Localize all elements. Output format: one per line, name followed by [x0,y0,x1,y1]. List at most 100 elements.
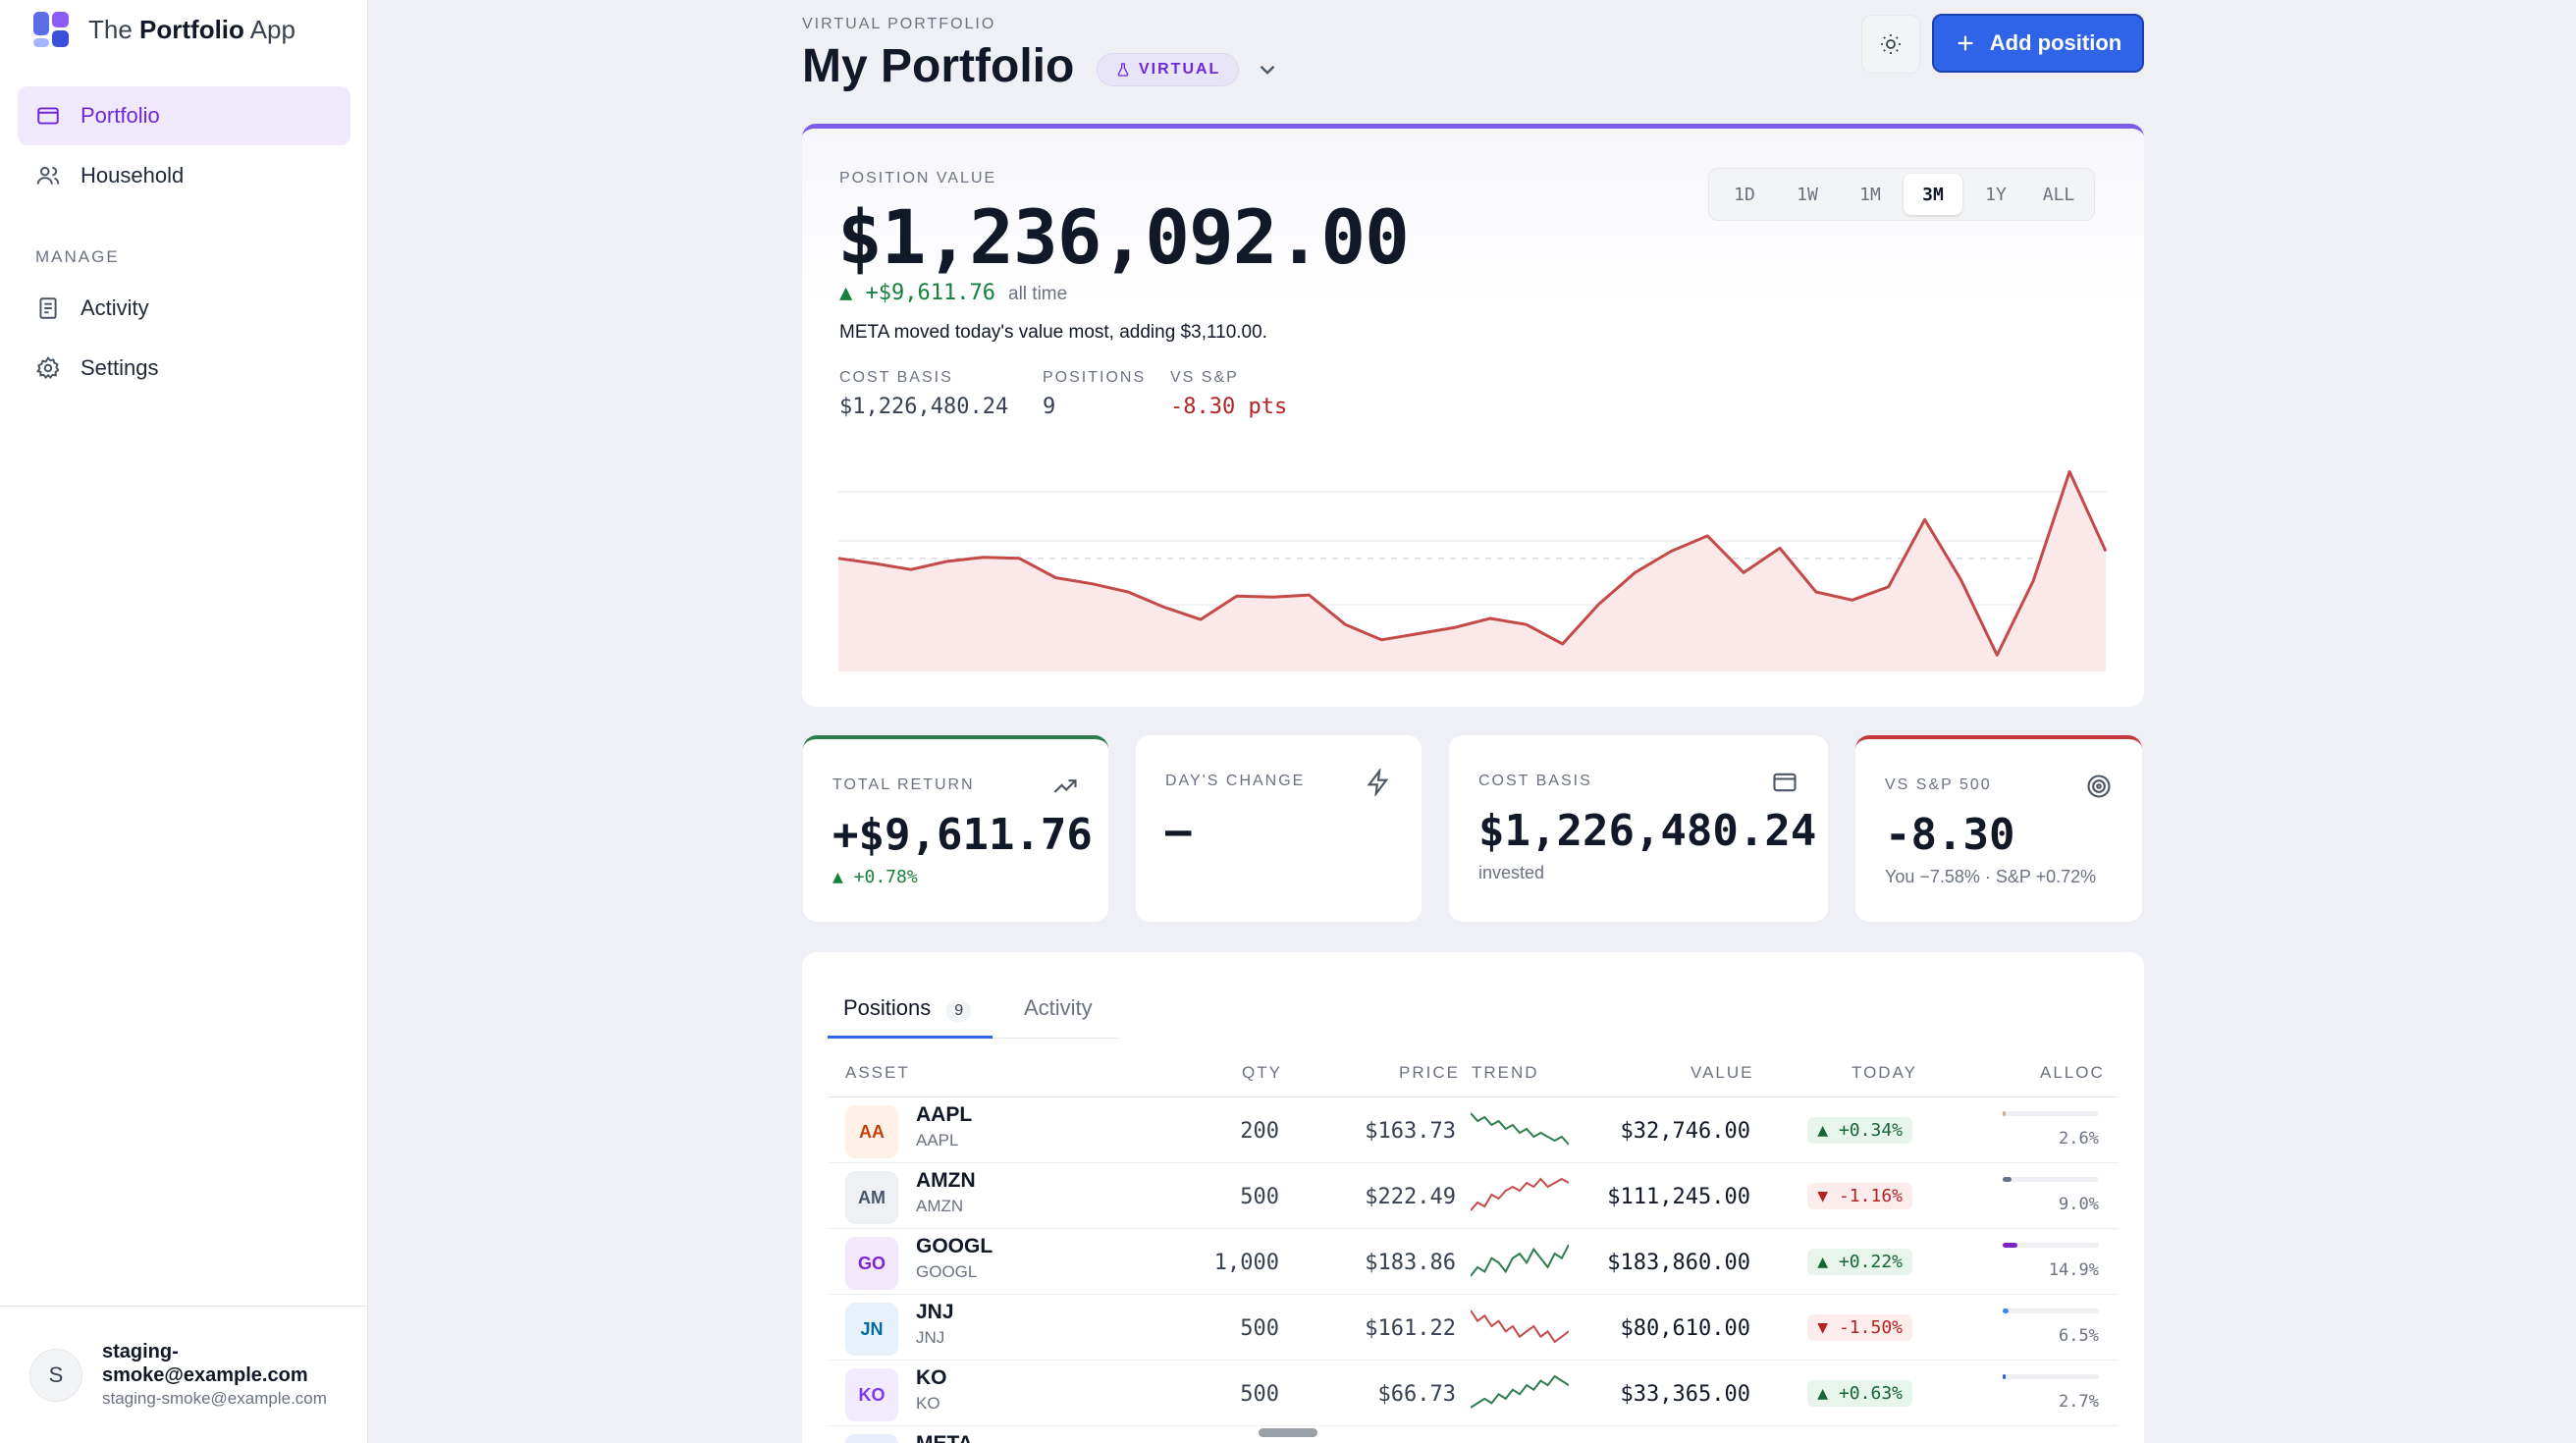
table-row[interactable]: AM AMZN AMZN 500 $222.49 $111,245.00 ▼ -1.16% 9… [828,1163,2119,1229]
col-alloc[interactable]: ALLOC [2040,1063,2105,1082]
col-today[interactable]: TODAY [1852,1063,1917,1082]
add-position-button[interactable]: Add position [1932,14,2144,73]
virtual-badge: VIRTUAL [1097,53,1240,86]
sidebar-item-portfolio[interactable]: Portfolio [18,86,350,145]
sidebar-item-label: Household [80,163,185,187]
asset-symbol: AAPL [916,1103,973,1126]
chart-area [838,471,2106,671]
value-cell: $111,245.00 [1607,1185,1750,1209]
range-1m[interactable]: 1M [1859,184,1881,205]
change-period: all time [1008,284,1068,304]
col-value[interactable]: VALUE [1690,1063,1754,1082]
asset-badge: KO [845,1368,898,1421]
alloc-fill [2003,1177,2012,1182]
sidebar-item-settings[interactable]: Settings [18,339,350,398]
sidebar-item-activity[interactable]: Activity [18,279,350,338]
qty-cell: 500 [1240,1185,1279,1209]
price-cell: $222.49 [1365,1185,1456,1209]
asset-name: AAPL [916,1131,959,1149]
asset-badge: GO [845,1237,898,1290]
range-1d[interactable]: 1D [1734,184,1755,205]
theme-toggle-button[interactable] [1861,15,1920,74]
table-row[interactable]: AA AAPL AAPL 200 $163.73 $32,746.00 ▲ +0.34% 2.… [828,1097,2119,1163]
flask-icon [1117,63,1129,77]
today-badge: ▲ +0.22% [1807,1249,1912,1275]
position-change: ▲ +$9,611.76 [839,281,995,305]
col-qty[interactable]: QTY [1242,1063,1282,1082]
qty-cell: 500 [1240,1382,1279,1407]
price-cell: $66.73 [1377,1382,1456,1407]
asset-badge: AM [845,1171,898,1224]
sun-icon [1881,34,1901,54]
today-badge: ▲ +0.63% [1807,1380,1912,1407]
bolt-icon [1367,769,1389,796]
asset-badge: JN [845,1303,898,1356]
asset-badge: ME [845,1434,898,1443]
today-badge: ▼ -1.50% [1807,1314,1912,1341]
today-badge: ▼ -1.16% [1807,1183,1912,1209]
scroll-handle[interactable] [1259,1428,1317,1437]
trend-sparkline [1471,1112,1569,1146]
section-label-manage: MANAGE [35,247,120,266]
tab-positions[interactable]: Positions 9 [828,989,993,1039]
asset-symbol: AMZN [916,1169,976,1192]
alloc-value: 6.5% [2059,1326,2099,1346]
kpi-days-change: DAY'S CHANGE — [1136,735,1422,922]
qty-cell: 1,000 [1213,1251,1279,1275]
kpi-cost-basis: COST BASIS $1,226,480.24 invested [1449,735,1828,922]
alloc-bar [2003,1374,2099,1379]
sidebar-item-label: Activity [80,295,149,320]
table-row[interactable]: ME META [828,1426,2119,1443]
alloc-bar [2003,1177,2099,1182]
user-account[interactable]: S staging-smoke@example.com staging-smok… [0,1306,368,1443]
brand[interactable]: The Portfolio App [33,12,295,47]
page-title: My Portfolio [802,40,1075,92]
alloc-bar [2003,1111,2099,1116]
price-cell: $163.73 [1365,1119,1456,1144]
chart-series-line [837,470,2107,657]
asset-symbol: KO [916,1366,947,1389]
tab-activity[interactable]: Activity [1024,995,1093,1020]
table-row[interactable]: GO GOOGL GOOGL 1,000 $183.86 $183,860.00 ▲ +0.… [828,1229,2119,1295]
sparkline-path [1471,1112,1569,1146]
chevron-down-icon[interactable] [1255,57,1280,82]
app-logo-icon [33,12,69,47]
portfolio-value-chart [837,470,2107,671]
range-3m[interactable]: 3M [1904,174,1962,215]
kpi-vs-sp500: VS S&P 500 -8.30 You −7.58% · S&P +0.72% [1855,735,2142,922]
sidebar-item-label: Portfolio [80,103,160,128]
qty-cell: 200 [1240,1119,1279,1144]
alloc-value: 2.7% [2059,1392,2099,1412]
target-icon [2087,775,2111,798]
receipt-icon [39,297,57,319]
gear-icon [36,356,60,379]
sparkline-path [1471,1374,1569,1409]
today-badge: ▲ +0.34% [1807,1117,1912,1144]
col-asset[interactable]: ASSET [845,1063,910,1082]
alloc-fill [2003,1111,2006,1116]
wallet-icon [37,107,59,125]
range-1y[interactable]: 1Y [1985,184,2007,205]
table-row[interactable]: JN JNJ JNJ 500 $161.22 $80,610.00 ▼ -1.50% 6.5% [828,1295,2119,1361]
asset-symbol: META [916,1432,973,1443]
user-email: staging-smoke@example.com [102,1388,327,1408]
sparkline-path [1471,1177,1569,1211]
stat-cost-basis: COST BASIS $1,226,480.24 [839,369,1009,419]
sidebar-item-household[interactable]: Household [18,146,350,205]
price-cell: $183.86 [1365,1251,1456,1275]
col-trend: TREND [1472,1063,1539,1082]
sidebar: The Portfolio App Portfolio Household MA… [0,0,368,1443]
trend-sparkline [1471,1374,1569,1409]
positions-tabs: Positions 9 Activity [828,989,1118,1039]
table-row[interactable]: KO KO KO 500 $66.73 $33,365.00 ▲ +0.63% 2.7% [828,1361,2119,1426]
trend-sparkline [1471,1177,1569,1211]
range-all[interactable]: ALL [2042,184,2075,205]
range-1w[interactable]: 1W [1797,184,1818,205]
avatar: S [29,1348,82,1402]
value-cell: $183,860.00 [1607,1251,1750,1275]
stat-vs-sp: VS S&P -8.30 pts [1170,369,1288,419]
asset-name: KO [916,1394,940,1413]
alloc-value: 14.9% [2048,1260,2099,1280]
value-cell: $80,610.00 [1620,1316,1750,1341]
col-price[interactable]: PRICE [1399,1063,1460,1082]
